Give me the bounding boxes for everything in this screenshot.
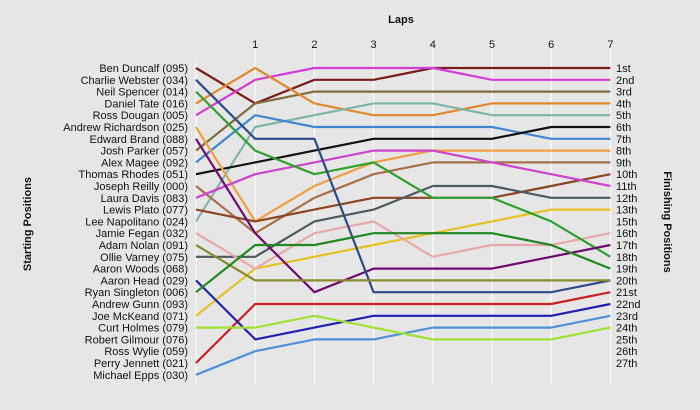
starting-position-label: Adam Nolan (091) bbox=[99, 240, 188, 252]
y-axis-title-left: Starting Positions bbox=[22, 177, 34, 271]
finishing-position-label: 16th bbox=[616, 228, 637, 240]
starting-position-label: Ollie Varney (075) bbox=[100, 252, 188, 264]
series-line-11 bbox=[195, 149, 611, 199]
starting-position-label: Ross Dougan (005) bbox=[93, 110, 188, 122]
finishing-position-label: 13th bbox=[616, 205, 637, 217]
x-tick-label: 6 bbox=[548, 39, 554, 51]
x-tick-label: 1 bbox=[252, 39, 258, 51]
series-lines bbox=[195, 66, 611, 376]
series-line-12 bbox=[196, 184, 611, 258]
finishing-position-label: 3rd bbox=[616, 87, 632, 99]
x-tick-label: 4 bbox=[430, 39, 436, 51]
starting-position-label: Jamie Fegan (032) bbox=[96, 228, 188, 240]
x-tick-label: 7 bbox=[607, 39, 613, 51]
starting-position-label: Edward Brand (088) bbox=[90, 134, 188, 146]
series-line-3 bbox=[195, 90, 611, 152]
starting-position-label: Andrew Richardson (025) bbox=[63, 122, 188, 134]
finishing-position-label: 25th bbox=[616, 334, 637, 346]
starting-position-label: Lewis Plato (077) bbox=[103, 205, 188, 217]
finishing-position-label: 4th bbox=[616, 98, 631, 110]
starting-position-label: Lee Napolitano (024) bbox=[85, 216, 188, 228]
x-tick-label: 2 bbox=[311, 39, 317, 51]
starting-position-label: Daniel Tate (016) bbox=[104, 98, 188, 110]
x-tick-label: 5 bbox=[489, 39, 495, 51]
series-line-15 bbox=[195, 90, 611, 258]
starting-position-label: Joe McKeand (071) bbox=[92, 311, 188, 323]
finishing-position-label: 6th bbox=[616, 122, 631, 134]
finishing-position-label: 15th bbox=[616, 216, 637, 228]
series-line-23 bbox=[195, 232, 611, 294]
finishing-position-label: 18th bbox=[616, 252, 637, 264]
finishing-position-label: 27th bbox=[616, 358, 637, 370]
series-line-8 bbox=[195, 126, 611, 223]
starting-position-label: Ross Wylie (059) bbox=[104, 346, 188, 358]
starting-position-label: Curt Holmes (079) bbox=[98, 323, 188, 335]
grid-lines bbox=[195, 40, 611, 385]
series-line-1 bbox=[195, 66, 611, 105]
starting-position-label: Charlie Webster (034) bbox=[81, 75, 188, 87]
series-line-18 bbox=[195, 244, 611, 282]
y-axis-title-right: Finishing Positions bbox=[661, 171, 673, 272]
series-line-17 bbox=[195, 79, 611, 294]
starting-position-label: Andrew Gunn (093) bbox=[92, 299, 188, 311]
starting-position-label: Michael Epps (030) bbox=[93, 370, 188, 382]
finishing-position-label: 1st bbox=[616, 63, 631, 75]
finishing-position-label: 8th bbox=[616, 146, 631, 158]
starting-position-label: Thomas Rhodes (051) bbox=[79, 169, 188, 181]
finishing-position-label: 5th bbox=[616, 110, 631, 122]
series-line-14 bbox=[195, 220, 611, 270]
starting-position-label: Ben Duncalf (095) bbox=[99, 63, 188, 75]
starting-position-label: Neil Spencer (014) bbox=[96, 87, 188, 99]
finishing-position-labels: 1st2nd3rd4th5th6th7th8th9th10th11th12th1… bbox=[616, 63, 640, 370]
starting-position-label: Josh Parker (057) bbox=[101, 146, 188, 158]
starting-position-label: Ryan Singleton (006) bbox=[85, 287, 188, 299]
series-line-22 bbox=[196, 314, 611, 341]
starting-position-label: Perry Jennett (021) bbox=[94, 358, 188, 370]
x-tick-labels: 1 2 3 4 5 6 7 bbox=[252, 39, 613, 51]
starting-position-label: Robert Gilmour (076) bbox=[85, 334, 188, 346]
finishing-position-label: 26th bbox=[616, 346, 637, 358]
starting-position-label: Alex Magee (092) bbox=[101, 157, 188, 169]
finishing-position-label: 12th bbox=[616, 193, 637, 205]
finishing-position-label: 24th bbox=[616, 323, 637, 335]
starting-position-label: Joseph Reilly (000) bbox=[94, 181, 188, 193]
series-line-9 bbox=[195, 161, 611, 235]
starting-position-label: Laura Davis (083) bbox=[101, 193, 188, 205]
finishing-position-label: 2nd bbox=[616, 75, 634, 87]
chart-title: Laps bbox=[388, 14, 414, 26]
finishing-position-label: 21st bbox=[616, 287, 637, 299]
series-line-7 bbox=[195, 125, 611, 176]
finishing-position-label: 23rd bbox=[616, 311, 638, 323]
finishing-position-label: 11th bbox=[616, 181, 637, 193]
series-line-19 bbox=[195, 291, 611, 364]
finishing-position-label: 19th bbox=[616, 264, 637, 276]
series-line-2 bbox=[195, 66, 611, 117]
finishing-position-label: 7th bbox=[616, 134, 631, 146]
finishing-position-label: 10th bbox=[616, 169, 637, 181]
finishing-position-label: 20th bbox=[616, 275, 637, 287]
finishing-position-label: 22nd bbox=[616, 299, 640, 311]
finishing-position-label: 9th bbox=[616, 157, 631, 169]
starting-position-labels: Ben Duncalf (095)Charlie Webster (034)Ne… bbox=[63, 63, 188, 382]
finishing-position-label: 17th bbox=[616, 240, 637, 252]
series-line-16 bbox=[195, 138, 611, 294]
x-tick-label: 3 bbox=[371, 39, 377, 51]
series-line-6 bbox=[195, 114, 611, 164]
series-line-4 bbox=[195, 66, 611, 117]
starting-position-label: Aaron Woods (068) bbox=[93, 264, 188, 276]
starting-position-label: Aaron Head (029) bbox=[101, 275, 188, 287]
series-line-20 bbox=[195, 279, 611, 341]
series-line-5 bbox=[195, 102, 611, 222]
